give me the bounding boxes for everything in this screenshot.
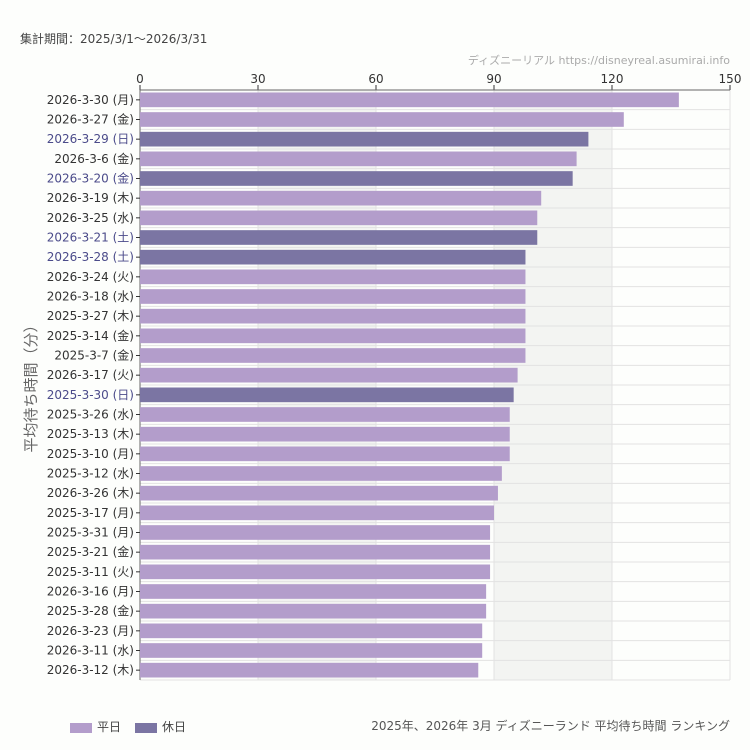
y-tick-label: 2025-3-7 (金) xyxy=(54,348,134,363)
bar xyxy=(140,92,679,108)
bar xyxy=(140,466,502,481)
x-tick-label: 60 xyxy=(368,72,383,86)
bar xyxy=(140,584,487,599)
y-tick-label: 2025-3-12 (水) xyxy=(47,467,134,481)
y-tick-label: 2025-3-28 (金) xyxy=(47,603,134,618)
bar xyxy=(140,485,498,501)
x-tick-label: 150 xyxy=(719,72,742,86)
bar xyxy=(140,171,573,186)
y-tick-label: 2026-3-12 (木) xyxy=(47,663,134,677)
bar xyxy=(140,348,526,363)
bar xyxy=(140,623,483,639)
y-tick-label: 2025-3-27 (木) xyxy=(47,309,134,323)
y-tick-label: 2026-3-27 (金) xyxy=(47,112,134,127)
chart-caption: 2025年、2026年 3月 ディズニーランド 平均待ち時間 ランキング xyxy=(371,719,730,733)
legend-item-weekday[interactable]: 平日 xyxy=(70,718,121,735)
bar xyxy=(140,249,526,265)
bar xyxy=(140,525,491,540)
bar xyxy=(140,643,483,658)
legend-label: 休日 xyxy=(162,720,187,734)
y-tick-label: 2026-3-21 (土) xyxy=(47,231,134,245)
bar xyxy=(140,426,510,442)
legend: 平日 休日 xyxy=(70,718,186,735)
y-tick-label: 2026-3-18 (水) xyxy=(47,290,134,304)
legend-swatch xyxy=(70,722,92,733)
y-tick-label: 2026-3-16 (月) xyxy=(47,585,134,599)
y-tick-label: 2026-3-20 (金) xyxy=(47,171,134,186)
y-tick-label: 2025-3-31 (月) xyxy=(47,526,134,540)
bar xyxy=(140,269,526,285)
y-axis-label: 平均待ち時間（分） xyxy=(22,317,40,452)
bar xyxy=(140,505,494,521)
y-tick-label: 2026-3-11 (水) xyxy=(47,644,134,658)
bar xyxy=(140,112,624,127)
y-tick-label: 2026-3-23 (月) xyxy=(47,624,134,638)
bar xyxy=(140,328,526,344)
y-tick-label: 2025-3-13 (木) xyxy=(47,427,134,441)
bar xyxy=(140,289,526,304)
x-tick-label: 90 xyxy=(486,72,501,86)
bar xyxy=(140,131,589,147)
y-tick-label: 2025-3-30 (日) xyxy=(47,388,134,402)
x-tick-label: 0 xyxy=(136,72,144,86)
y-tick-label: 2025-3-17 (月) xyxy=(47,506,134,520)
y-tick-label: 2026-3-6 (金) xyxy=(54,151,134,166)
y-tick-label: 2026-3-29 (日) xyxy=(47,132,134,146)
bar xyxy=(140,544,491,560)
y-tick-label: 2026-3-26 (木) xyxy=(47,486,134,500)
credit-label: ディズニーリアル https://disneyreal.asumirai.inf… xyxy=(467,54,730,67)
bar xyxy=(140,210,538,226)
x-tick-label: 30 xyxy=(250,72,265,86)
y-tick-label: 2026-3-24 (火) xyxy=(47,270,134,284)
y-tick-label: 2026-3-28 (土) xyxy=(47,250,134,264)
y-tick-label: 2026-3-19 (木) xyxy=(47,191,134,205)
y-tick-label: 2025-3-14 (金) xyxy=(47,328,134,343)
bar xyxy=(140,367,518,383)
bar xyxy=(140,446,510,462)
y-tick-label: 2026-3-30 (月) xyxy=(47,93,134,107)
y-tick-label: 2025-3-11 (火) xyxy=(47,565,134,579)
bar xyxy=(140,190,542,206)
legend-swatch xyxy=(135,722,158,733)
bar xyxy=(140,151,577,167)
y-tick-label: 2025-3-26 (水) xyxy=(47,408,134,422)
bar xyxy=(140,407,510,422)
y-tick-label: 2026-3-25 (水) xyxy=(47,211,134,225)
bar xyxy=(140,387,514,403)
y-tick-label: 2025-3-10 (月) xyxy=(47,447,134,461)
bar xyxy=(140,662,479,678)
y-tick-label: 2025-3-21 (金) xyxy=(47,544,134,559)
legend-item-holiday[interactable]: 休日 xyxy=(135,718,186,735)
x-tick-label: 120 xyxy=(601,72,624,86)
bar xyxy=(140,230,538,245)
period-label: 集計期間：2025/3/1〜2026/3/31 xyxy=(20,32,208,46)
bar xyxy=(140,603,487,619)
legend-label: 平日 xyxy=(97,720,122,734)
y-tick-label: 2026-3-17 (火) xyxy=(47,368,134,382)
bar xyxy=(140,308,526,324)
bar xyxy=(140,564,491,580)
